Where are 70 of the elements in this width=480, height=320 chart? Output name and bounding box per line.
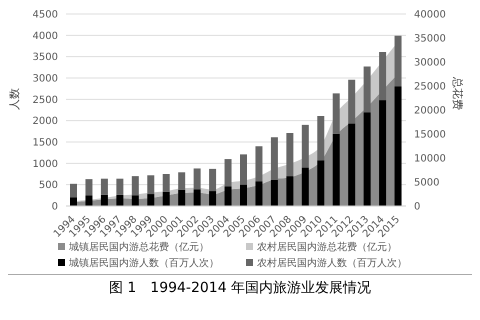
bar — [348, 80, 356, 124]
legend-label: 城镇居民国内游总花费（亿元） — [68, 240, 210, 254]
legend-label: 城镇居民国内游人数（百万人次） — [68, 256, 220, 270]
bar — [302, 124, 309, 168]
bar — [162, 174, 170, 192]
legend-label: 农村居民国内游人数（百万人次） — [256, 256, 408, 270]
bar — [147, 194, 154, 206]
bar — [270, 180, 278, 206]
bar — [240, 184, 247, 206]
bar — [85, 195, 92, 206]
bar — [286, 133, 294, 176]
y2-tick-label: 30000 — [414, 58, 446, 69]
bar — [224, 186, 232, 206]
bar — [364, 112, 371, 206]
bar — [194, 168, 201, 190]
y2-tick-label: 35000 — [414, 34, 446, 45]
y-tick-label: 3000 — [32, 74, 58, 85]
y-tick-label: 0 — [52, 202, 58, 213]
y-tick-label: 500 — [38, 180, 58, 192]
legend-label: 农村居民国内游总花费（亿元） — [256, 240, 398, 254]
text: 图 1 1994-2014 年国内旅游业发展情况 — [8, 274, 472, 297]
bar — [116, 178, 124, 195]
bar — [240, 154, 247, 185]
bar — [255, 181, 262, 206]
bar — [394, 36, 402, 87]
bar — [379, 52, 386, 100]
bar — [100, 194, 108, 206]
y-axis-title: 人数 — [8, 88, 21, 110]
y-tick-label: 4500 — [32, 10, 58, 21]
bar — [270, 137, 278, 180]
y2-tick-label: 5000 — [414, 178, 440, 189]
bar — [116, 194, 124, 206]
bar — [317, 160, 324, 206]
bar — [317, 116, 324, 160]
bar — [194, 189, 201, 206]
y-tick-label: 3500 — [32, 52, 58, 64]
bar — [332, 134, 340, 206]
bar — [332, 93, 340, 134]
y-tick-label: 4000 — [32, 30, 58, 42]
bar — [302, 168, 309, 206]
y-tick-label: 1000 — [32, 158, 58, 170]
y2-tick-label: 20000 — [414, 106, 446, 117]
bar — [162, 192, 170, 206]
bar — [147, 175, 154, 194]
bar — [209, 168, 216, 192]
bar — [178, 190, 186, 206]
bar — [209, 191, 216, 206]
bar — [178, 172, 186, 190]
y-tick-label: 1500 — [32, 138, 58, 149]
y2-tick-label: 25000 — [414, 82, 446, 93]
bar — [394, 86, 402, 206]
bar — [255, 146, 262, 182]
y2-axis-title: 总花费 — [451, 76, 464, 110]
bar — [379, 100, 386, 206]
bar — [132, 176, 139, 196]
bar — [70, 197, 77, 206]
y2-tick-label: 15000 — [414, 130, 446, 141]
y-tick-label: 2500 — [32, 94, 58, 106]
bar — [286, 176, 294, 206]
y2-tick-label: 10000 — [414, 154, 446, 165]
y2-tick-label: 0 — [414, 202, 420, 213]
bar — [85, 179, 92, 196]
y-tick-label: 2000 — [32, 116, 58, 128]
bar — [132, 195, 139, 206]
bar — [348, 124, 356, 206]
y2-tick-label: 40000 — [414, 10, 446, 21]
bar — [224, 159, 232, 186]
bar — [70, 184, 77, 198]
bar — [100, 178, 108, 195]
bar — [364, 66, 371, 113]
